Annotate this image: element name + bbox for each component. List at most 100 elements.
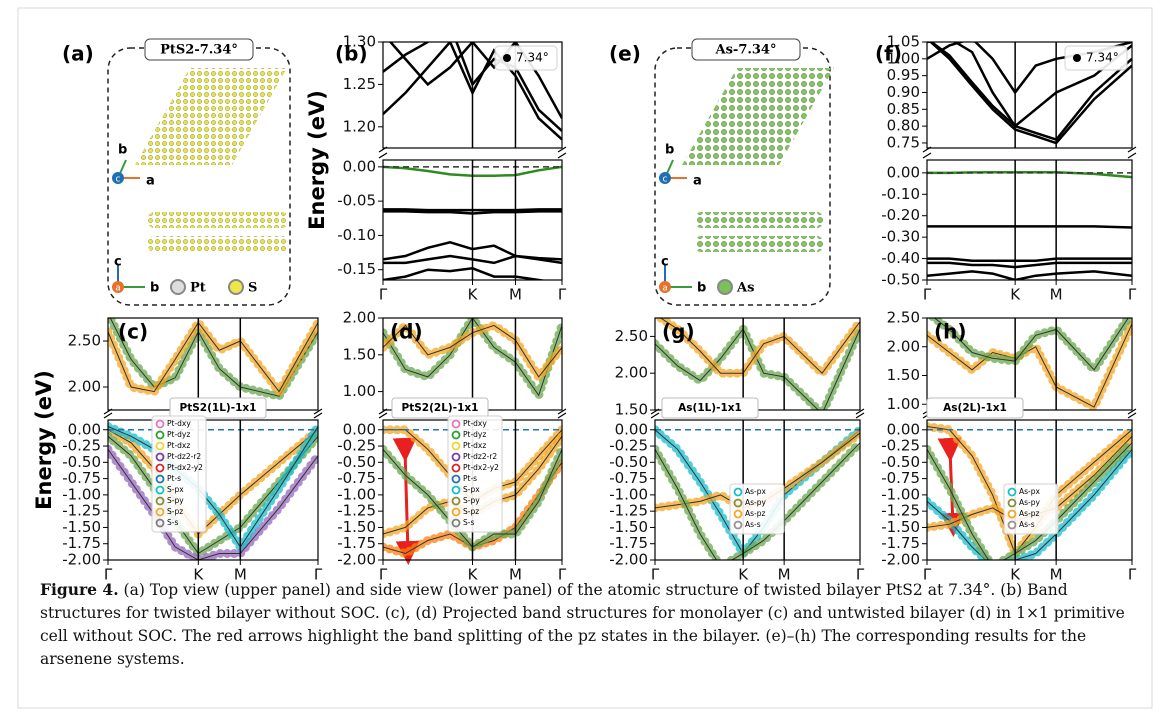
legend-label: Pt-dx2-y2 bbox=[167, 463, 203, 472]
y-tick-label: 2.50 bbox=[887, 309, 920, 327]
legend-label: S-s bbox=[463, 518, 474, 527]
axis-label: c bbox=[663, 175, 668, 185]
panel-label: (g) bbox=[662, 320, 695, 344]
x-tick-label: K bbox=[468, 286, 479, 304]
y-tick-label: 2.00 bbox=[343, 309, 376, 327]
x-tick-label: Γ bbox=[1128, 566, 1137, 584]
legend-label: As-pz bbox=[745, 509, 766, 518]
y-tick-label: -0.50 bbox=[881, 271, 920, 289]
legend-label: S-py bbox=[167, 496, 184, 505]
annotation-dot bbox=[503, 54, 511, 62]
y-tick-label: -0.15 bbox=[337, 260, 376, 278]
y-tick-label: 1.50 bbox=[887, 366, 920, 384]
atom-label: As bbox=[736, 281, 754, 296]
side-layer bbox=[148, 236, 288, 252]
x-tick-label: Γ bbox=[1128, 286, 1137, 304]
axis-label: b bbox=[118, 143, 127, 158]
y-tick-label: 0.00 bbox=[887, 163, 920, 181]
atom-label: Pt bbox=[190, 281, 206, 296]
panel-label: (h) bbox=[934, 320, 967, 344]
y-tick-label: 0.80 bbox=[887, 117, 920, 135]
atom-swatch bbox=[718, 280, 732, 294]
y-tick-label: 1.20 bbox=[343, 117, 376, 135]
x-tick-label: Γ bbox=[558, 286, 567, 304]
atom-swatch bbox=[171, 280, 185, 294]
legend-label: Pt-s bbox=[463, 474, 477, 483]
atom-swatch bbox=[229, 280, 243, 294]
y-tick-label: -0.20 bbox=[881, 206, 920, 224]
legend-label: As-pz bbox=[1019, 509, 1040, 518]
y-tick-label: 1.50 bbox=[343, 345, 376, 363]
legend-label: As-px bbox=[1019, 487, 1041, 496]
structure-title: As-7.34° bbox=[715, 43, 777, 58]
panel-label: (b) bbox=[335, 42, 368, 66]
axis-label: b bbox=[665, 143, 674, 158]
axis-break bbox=[379, 153, 387, 158]
y-tick-label: 1.00 bbox=[343, 382, 376, 400]
y-tick-label: 2.50 bbox=[615, 327, 648, 345]
axis-label: a bbox=[662, 284, 668, 294]
top-view bbox=[135, 68, 287, 165]
axis-label: a bbox=[115, 284, 121, 294]
axis-label: b bbox=[150, 281, 159, 296]
y-tick-label: -0.05 bbox=[337, 192, 376, 210]
y-tick-label: 1.25 bbox=[343, 75, 376, 93]
legend-label: Pt-dz2-r2 bbox=[463, 452, 497, 461]
y-axis-title: Energy (eV) bbox=[305, 90, 329, 230]
band bbox=[927, 271, 1132, 280]
y-tick-label: 2.50 bbox=[68, 332, 101, 350]
side-layer bbox=[695, 236, 823, 252]
axis-label: c bbox=[116, 175, 121, 185]
legend-label: S-pz bbox=[167, 507, 183, 516]
band bbox=[927, 259, 1132, 261]
panel-label: (f) bbox=[875, 42, 902, 66]
y-tick-label: -2.00 bbox=[881, 551, 920, 569]
axis-label: c bbox=[661, 255, 669, 270]
legend-label: Pt-dx2-y2 bbox=[463, 463, 499, 472]
y-tick-label: -0.30 bbox=[881, 228, 920, 246]
legend-label: Pt-dxz bbox=[463, 441, 486, 450]
legend-label: Pt-dz2-r2 bbox=[167, 452, 201, 461]
split-arrow bbox=[405, 450, 408, 553]
legend-label: S-py bbox=[463, 496, 480, 505]
x-tick-label: M bbox=[1050, 286, 1063, 304]
legend-label: As-px bbox=[745, 487, 767, 496]
y-tick-label: -0.10 bbox=[881, 185, 920, 203]
inset-label: PtS2(1L)-1x1 bbox=[180, 402, 257, 414]
legend-label: S-s bbox=[167, 518, 178, 527]
legend-label: S-px bbox=[463, 485, 480, 494]
band bbox=[927, 263, 1132, 267]
x-tick-label: K bbox=[1010, 286, 1021, 304]
atom-label: S bbox=[248, 281, 257, 296]
y-tick-label: -0.40 bbox=[881, 249, 920, 267]
y-tick-label: 2.00 bbox=[615, 364, 648, 382]
x-tick-label: Γ bbox=[379, 286, 388, 304]
legend-label: As-py bbox=[745, 498, 767, 507]
legend-label: Pt-dxy bbox=[463, 419, 487, 428]
band bbox=[927, 226, 1132, 227]
caption: Figure 4. (a) Top view (upper panel) and… bbox=[40, 578, 1125, 671]
legend-label: Pt-dxz bbox=[167, 441, 190, 450]
legend-label: S-pz bbox=[463, 507, 479, 516]
annotation: 7.34° bbox=[516, 51, 549, 65]
y-tick-label: 0.85 bbox=[887, 100, 920, 118]
y-tick-label: 0.75 bbox=[887, 133, 920, 151]
y-tick-label: 0.00 bbox=[343, 157, 376, 175]
inset-label: PtS2(2L)-1x1 bbox=[402, 402, 479, 414]
side-layer bbox=[695, 212, 823, 228]
axis-break bbox=[1128, 153, 1136, 158]
panel-label: (e) bbox=[609, 42, 641, 66]
y-tick-label: 0.90 bbox=[887, 83, 920, 101]
y-tick-label: 0.95 bbox=[887, 66, 920, 84]
y-tick-label: -0.10 bbox=[337, 226, 376, 244]
axis-break bbox=[923, 153, 931, 158]
legend-label: As-py bbox=[1019, 498, 1041, 507]
side-layer bbox=[148, 212, 288, 228]
y-tick-label: -2.00 bbox=[62, 551, 101, 569]
caption-label: Figure 4. bbox=[40, 580, 119, 599]
y-tick-label: 1.50 bbox=[615, 401, 648, 419]
legend-label: Pt-dyz bbox=[167, 430, 190, 439]
x-tick-label: M bbox=[509, 286, 522, 304]
legend-label: Pt-dxy bbox=[167, 419, 191, 428]
inset-label: As(2L)-1x1 bbox=[943, 402, 1007, 414]
